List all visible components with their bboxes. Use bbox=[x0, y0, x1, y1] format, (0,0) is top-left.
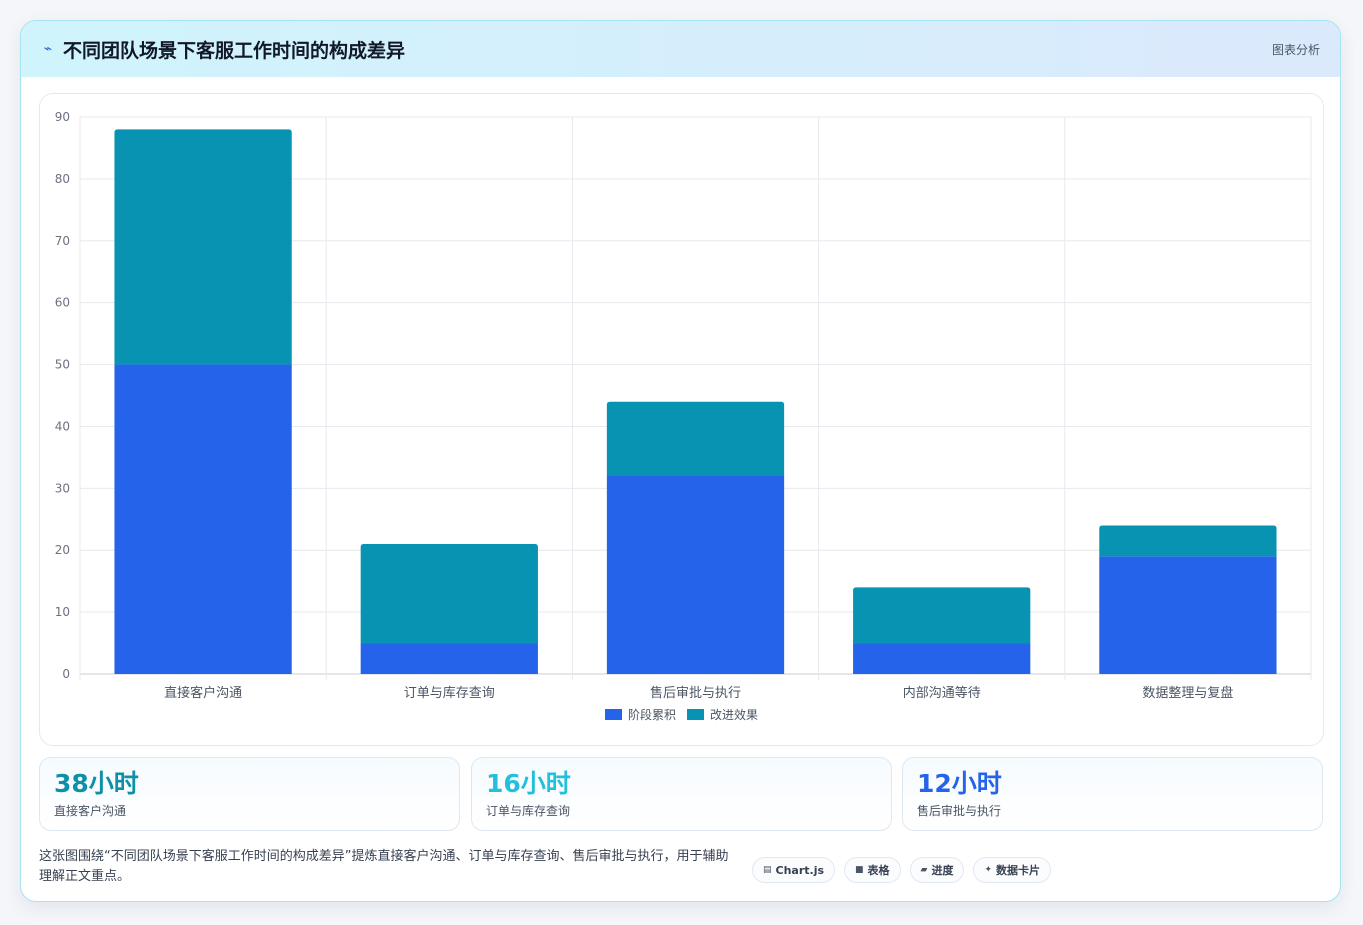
bar-segment bbox=[1099, 525, 1277, 557]
y-tick-label: 50 bbox=[55, 358, 70, 372]
chip-data-card[interactable]: ✦ 数据卡片 bbox=[973, 857, 1052, 883]
table-icon: ■ bbox=[855, 865, 864, 875]
bar-segment bbox=[606, 401, 785, 476]
legend-swatch bbox=[687, 709, 704, 720]
sparkle-icon: ✦ bbox=[984, 865, 993, 875]
stat-value-2: 12小时 bbox=[917, 769, 1002, 798]
title-wrap: ⌁ 不同团队场景下客服工作时间的构成差异 bbox=[41, 36, 405, 63]
progress-icon: ▰ bbox=[920, 865, 928, 875]
y-tick-label: 0 bbox=[62, 667, 70, 681]
chip-label: 表格 bbox=[867, 864, 890, 877]
page-title: 不同团队场景下客服工作时间的构成差异 bbox=[63, 39, 406, 62]
legend-swatch bbox=[605, 709, 622, 720]
bar-segment bbox=[360, 544, 538, 644]
chip-label: 进度 bbox=[931, 864, 954, 877]
stat-label-0: 直接客户沟通 bbox=[54, 804, 127, 818]
stacked-bar-chart: 0 10 20 30 40 50 60 70 80 90 直接客户沟通 订单与库存查询 售后审批与执行 内… bbox=[55, 110, 1312, 722]
bar-segment bbox=[853, 643, 1031, 674]
bar-segment bbox=[114, 364, 292, 674]
chip-progress[interactable]: ▰ 进度 bbox=[909, 857, 965, 883]
stat-card-2: 12小时 售后审批与执行 bbox=[902, 757, 1323, 831]
x-tick-label: 售后审批与执行 bbox=[650, 685, 741, 701]
bar-segment bbox=[606, 475, 785, 674]
y-tick-label: 60 bbox=[55, 296, 70, 310]
bar-segment bbox=[360, 643, 538, 674]
chip-table[interactable]: ■ 表格 bbox=[844, 857, 901, 883]
stat-card-0: 38小时 直接客户沟通 bbox=[39, 757, 460, 831]
chart-container: 0 10 20 30 40 50 60 70 80 90 直接客户沟通 订单与库存查询 售后审批与执行 内… bbox=[39, 93, 1324, 746]
y-tick-label: 90 bbox=[55, 110, 70, 124]
stat-label-1: 订单与库存查询 bbox=[486, 804, 571, 818]
chart-description: 这张图围绕“不同团队场景下客服工作时间的构成差异”提炼直接客户沟通、订单与库存查… bbox=[39, 849, 729, 884]
chip-label: 数据卡片 bbox=[996, 864, 1041, 877]
legend-label: 阶段累积 bbox=[628, 707, 676, 722]
chip-label: Chart.js bbox=[775, 863, 825, 877]
header-tag: 图表分析 bbox=[1271, 42, 1320, 57]
bar-segment bbox=[114, 129, 292, 365]
x-tick-label: 订单与库存查询 bbox=[404, 685, 495, 701]
x-tick-label: 直接客户沟通 bbox=[164, 685, 242, 701]
lightning-icon: ⌁ bbox=[43, 41, 53, 57]
chart-card: ⌁ 不同团队场景下客服工作时间的构成差异 图表分析 0 10 20 30 40 50 60 7… bbox=[20, 20, 1341, 902]
stat-label-2: 售后审批与执行 bbox=[917, 804, 1002, 818]
stat-value-0: 38小时 bbox=[54, 769, 139, 798]
card-header: ⌁ 不同团队场景下客服工作时间的构成差异 图表分析 bbox=[21, 21, 1340, 77]
y-tick-label: 80 bbox=[55, 172, 70, 186]
stat-cards: 38小时 直接客户沟通 16小时 订单与库存查询 12小时 售后审批与执行 bbox=[39, 757, 1324, 831]
y-tick-label: 30 bbox=[55, 481, 70, 495]
y-tick-label: 40 bbox=[55, 419, 70, 433]
stat-card-1: 16小时 订单与库存查询 bbox=[471, 757, 892, 831]
bar-segment bbox=[853, 587, 1031, 644]
bar-segment bbox=[1099, 556, 1277, 674]
chip-list: ▤ Chart.js ■ 表格 ▰ 进度 ✦ 数据卡片 bbox=[752, 857, 1052, 883]
y-tick-label: 20 bbox=[55, 543, 70, 557]
y-tick-label: 70 bbox=[55, 234, 70, 248]
x-tick-label: 数据整理与复盘 bbox=[1142, 685, 1233, 701]
y-tick-label: 10 bbox=[55, 605, 70, 619]
chip-chartjs[interactable]: ▤ Chart.js bbox=[752, 857, 836, 883]
x-tick-label: 内部沟通等待 bbox=[903, 685, 981, 701]
chart-icon: ▤ bbox=[763, 865, 772, 875]
legend-label: 改进效果 bbox=[710, 707, 758, 722]
stat-value-1: 16小时 bbox=[486, 769, 571, 798]
